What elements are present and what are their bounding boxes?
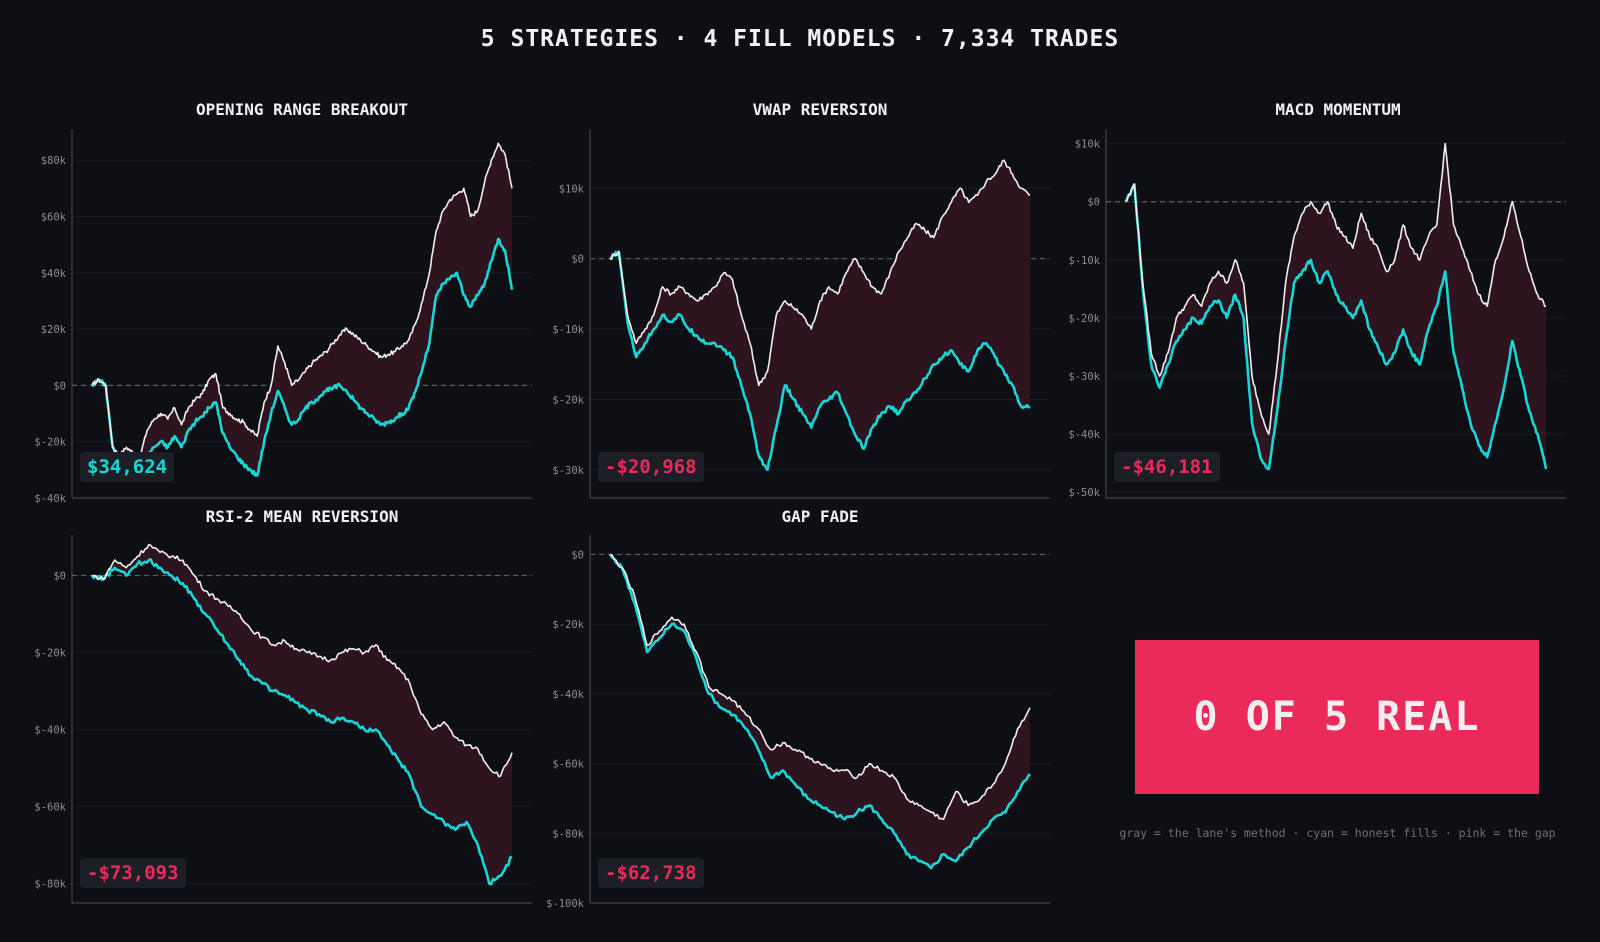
y-tick-label: $-20k bbox=[552, 619, 584, 631]
y-tick-label: $-40k bbox=[34, 493, 66, 505]
y-tick-label: $-40k bbox=[552, 689, 584, 701]
chart-plot: $10k $0 $-10k $-20k $-30k $-40k $-50k bbox=[1068, 130, 1566, 499]
gap-area bbox=[92, 143, 512, 476]
chart-panel-rsi-2-mean-reversion: RSI-2 MEAN REVERSION $0 $-20k $-40k $-60k $-… bbox=[0, 507, 540, 907]
series-line-honest bbox=[90, 558, 513, 886]
y-tick-label: $80k bbox=[41, 155, 67, 167]
chart-title: MACD MOMENTUM bbox=[1275, 100, 1401, 119]
final-pnl-badge: -$73,093 bbox=[80, 858, 186, 888]
gap-area bbox=[1126, 143, 1546, 469]
gap-area bbox=[92, 544, 512, 885]
y-tick-label: $-80k bbox=[34, 879, 66, 891]
series-line-method bbox=[1125, 142, 1547, 435]
y-tick-label: $-20k bbox=[34, 648, 66, 660]
final-pnl-badge: -$46,181 bbox=[1114, 452, 1220, 482]
verdict-box: 0 OF 5 REAL bbox=[1135, 640, 1539, 794]
y-tick-label: $-10k bbox=[552, 324, 584, 336]
series-line-honest bbox=[91, 237, 514, 477]
page-title: 5 STRATEGIES · 4 FILL MODELS · 7,334 TRA… bbox=[480, 26, 1120, 52]
legend-note: gray = the lane's method · cyan = honest… bbox=[1119, 826, 1556, 840]
chart-title: OPENING RANGE BREAKOUT bbox=[196, 100, 408, 119]
chart-plot: $0 $-20k $-40k $-60k $-80k bbox=[34, 535, 532, 904]
y-tick-label: $0 bbox=[571, 549, 584, 561]
y-tick-label: $-100k bbox=[546, 898, 585, 910]
y-tick-label: $-60k bbox=[552, 759, 584, 771]
y-tick-label: $40k bbox=[41, 268, 67, 280]
y-tick-label: $-20k bbox=[1068, 313, 1100, 325]
series-line-honest bbox=[1124, 183, 1548, 471]
series-line-honest bbox=[608, 553, 1032, 870]
y-tick-label: $0 bbox=[53, 571, 66, 583]
chart-title: VWAP REVERSION bbox=[752, 100, 888, 119]
series-line-method bbox=[91, 543, 513, 778]
chart-plot: $0 $-20k $-40k $-60k $-80k $-100k bbox=[546, 535, 1050, 910]
y-tick-label: $-40k bbox=[1068, 429, 1100, 441]
y-tick-label: $-40k bbox=[34, 725, 66, 737]
y-tick-label: $-20k bbox=[552, 394, 584, 406]
y-tick-label: $-60k bbox=[34, 802, 66, 814]
y-tick-label: $0 bbox=[1087, 197, 1100, 209]
y-tick-label: $60k bbox=[41, 211, 67, 223]
y-tick-label: $-30k bbox=[552, 465, 584, 477]
chart-title: GAP FADE bbox=[781, 507, 859, 526]
y-tick-label: $0 bbox=[571, 254, 584, 266]
gap-area bbox=[610, 160, 1030, 470]
y-tick-label: $-10k bbox=[1068, 255, 1100, 267]
chart-plot: $80k $60k $40k $20k $0 $-20k $-40k bbox=[34, 130, 532, 505]
series-line-method bbox=[609, 553, 1031, 821]
final-pnl-badge: $34,624 bbox=[80, 452, 175, 482]
y-tick-label: $-30k bbox=[1068, 371, 1100, 383]
series-line-method bbox=[609, 159, 1031, 387]
final-pnl-badge: -$62,738 bbox=[598, 858, 704, 888]
y-tick-label: $0 bbox=[53, 380, 66, 392]
gap-area bbox=[610, 554, 1030, 869]
y-tick-label: $-20k bbox=[34, 437, 66, 449]
chart-panel-gap-fade: GAP FADE $0 $-20k $-40k $-60k $-80k $-100k -$… bbox=[518, 507, 1058, 910]
y-tick-label: $10k bbox=[559, 183, 585, 195]
chart-title: RSI-2 MEAN REVERSION bbox=[205, 507, 399, 526]
chart-panel-opening-range-breakout: OPENING RANGE BREAKOUT $80k $60k $40k $20k $… bbox=[0, 100, 540, 505]
series-line-method bbox=[91, 142, 513, 458]
series-line-honest bbox=[609, 250, 1031, 472]
final-pnl-badge: -$20,968 bbox=[598, 452, 704, 482]
y-tick-label: $-50k bbox=[1068, 487, 1100, 499]
chart-panel-macd-momentum: MACD MOMENTUM $10k $0 $-10k $-20k $-30k $-40k… bbox=[1036, 100, 1576, 500]
y-tick-label: $10k bbox=[1075, 139, 1101, 151]
chart-panel-vwap-reversion: VWAP REVERSION $10k $0 $-10k $-20k $-30k -$2… bbox=[518, 100, 1058, 500]
y-tick-label: $-80k bbox=[552, 828, 584, 840]
chart-plot: $10k $0 $-10k $-20k $-30k bbox=[552, 130, 1050, 499]
y-tick-label: $20k bbox=[41, 324, 67, 336]
